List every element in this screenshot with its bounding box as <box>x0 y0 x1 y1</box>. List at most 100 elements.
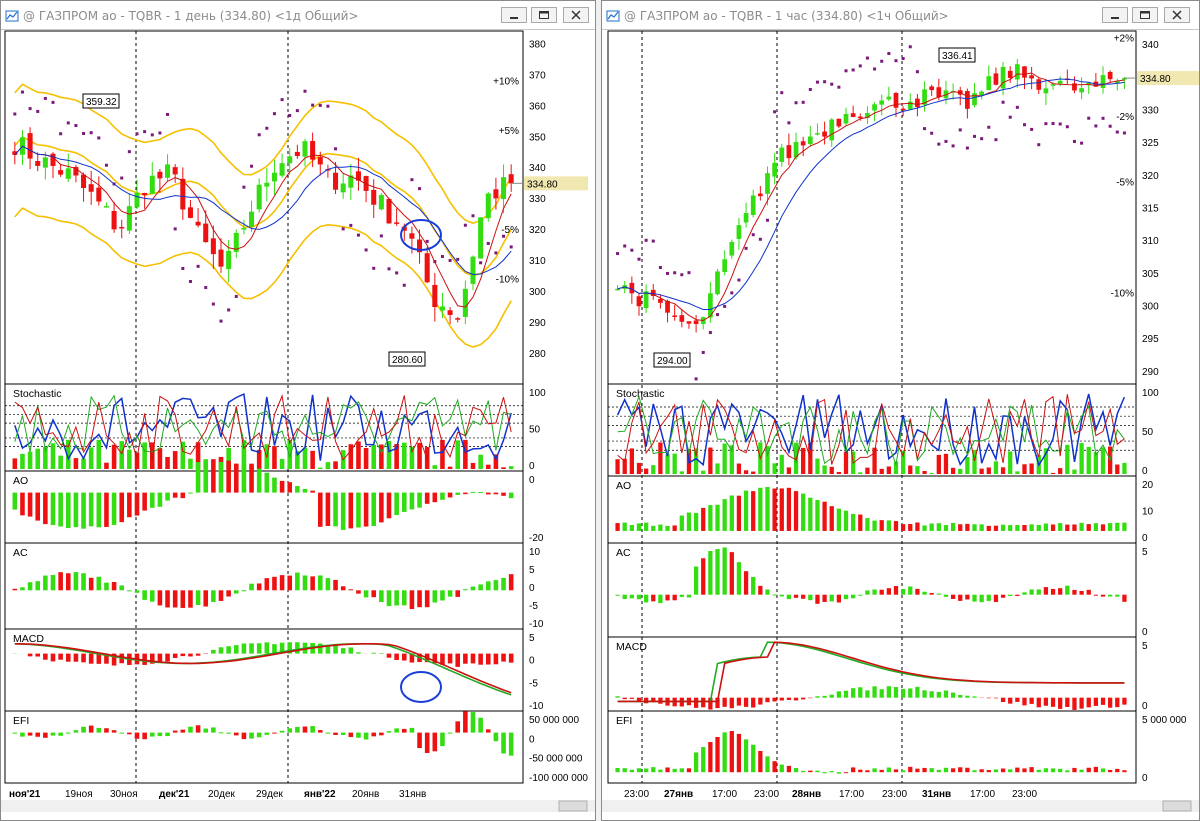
scrollbar-thumb[interactable] <box>558 800 588 812</box>
candle-body <box>822 131 827 137</box>
parabolic-sar-dot <box>303 89 307 93</box>
candle-body <box>187 207 193 218</box>
efi-histogram-bar <box>65 732 71 734</box>
ac-histogram-bar <box>679 594 684 597</box>
indicator-axis-label: 50 <box>1142 427 1154 438</box>
minimize-button[interactable] <box>1102 7 1128 23</box>
macd-histogram-bar <box>722 697 727 707</box>
candle-body <box>915 98 920 108</box>
candle-body <box>35 161 41 166</box>
indicator-axis-label: 100 <box>529 388 546 399</box>
efi-histogram-bar <box>371 732 377 737</box>
stochastic-histogram-bar <box>356 441 361 469</box>
stochastic-histogram-bar <box>295 451 300 469</box>
parabolic-sar-dot <box>395 271 399 275</box>
efi-histogram-bar <box>779 764 784 773</box>
percent-level-label: +2% <box>1114 34 1134 45</box>
close-button[interactable] <box>563 7 589 23</box>
parabolic-sar-dot <box>280 98 284 102</box>
candle-body <box>715 271 720 295</box>
stochastic-histogram-bar <box>993 461 999 474</box>
efi-histogram-bar <box>736 733 742 773</box>
ac-histogram-bar <box>134 590 140 593</box>
stochastic-histogram-bar <box>1093 452 1099 474</box>
efi-histogram-bar <box>379 732 384 736</box>
ac-histogram-bar <box>808 594 813 601</box>
parabolic-sar-dot <box>288 113 292 117</box>
ao-histogram-bar <box>808 497 813 531</box>
indicator-axis-label: -10 <box>529 701 544 712</box>
price-callout-label: 294.00 <box>657 356 688 367</box>
scrollbar-thumb[interactable] <box>1162 800 1192 812</box>
stochastic-histogram-bar <box>180 441 186 469</box>
window-titlebar[interactable]: @ ГАЗПРОМ ао - TQBR - 1 час (334.80) <1ч… <box>602 1 1199 30</box>
ao-histogram-bar <box>96 492 102 528</box>
percent-level-label: -5% <box>1116 177 1134 188</box>
stochastic-histogram-bar <box>88 447 94 469</box>
stochastic-histogram-bar <box>1050 472 1056 474</box>
ac-histogram-bar <box>333 579 338 591</box>
price-badge-bg <box>1137 71 1199 86</box>
ac-histogram-bar <box>12 588 18 591</box>
maximize-button[interactable] <box>531 7 557 23</box>
ao-histogram-bar <box>401 492 407 512</box>
ac-histogram-bar <box>779 594 784 597</box>
stochastic-histogram-bar <box>986 467 991 474</box>
stochastic-histogram-bar <box>615 459 620 474</box>
candle-body <box>264 182 270 187</box>
parabolic-sar-dot <box>887 52 891 56</box>
efi-histogram-bar <box>447 732 453 734</box>
parabolic-sar-dot <box>59 132 63 136</box>
efi-histogram-bar <box>43 732 48 738</box>
window-title: @ ГАЗПРОМ ао - TQBR - 1 час (334.80) <1ч… <box>624 9 949 23</box>
efi-histogram-bar <box>808 770 813 773</box>
stochastic-histogram-bar <box>363 447 369 469</box>
stochastic-histogram-bar <box>447 466 453 469</box>
efi-histogram-bar <box>979 769 984 773</box>
ac-histogram-bar <box>478 584 483 591</box>
daily-chart-window[interactable]: @ ГАЗПРОМ ао - TQBR - 1 день (334.80) <1… <box>0 0 596 821</box>
efi-histogram-bar <box>836 772 842 774</box>
macd-histogram-bar <box>1000 697 1006 703</box>
hourly-chart-area[interactable]: 340335330325320315310305300295290334.80+… <box>602 1 1200 821</box>
candle-body <box>241 228 247 230</box>
stochastic-histogram-bar <box>195 442 201 469</box>
candle-body <box>287 156 293 164</box>
indicator-axis-label: 0 <box>1142 466 1148 477</box>
stochastic-histogram-bar <box>786 467 792 474</box>
minimize-button[interactable] <box>501 7 527 23</box>
efi-histogram-bar <box>35 732 41 737</box>
parabolic-sar-dot <box>801 100 805 104</box>
daily-chart-area[interactable]: 380 370 360 350 340 330 320 310 300 290 280 334.80 +… <box>1 1 596 821</box>
ao-histogram-bar <box>455 492 461 495</box>
candle-body <box>665 300 670 313</box>
efi-histogram-bar <box>394 728 399 733</box>
parabolic-sar-dot <box>616 252 620 256</box>
maximize-button[interactable] <box>1132 7 1158 23</box>
ac-histogram-bar <box>81 573 86 591</box>
close-button[interactable] <box>1164 7 1190 23</box>
macd-histogram-bar <box>256 643 262 654</box>
candle-body <box>772 162 777 177</box>
window-titlebar[interactable]: @ ГАЗПРОМ ао - TQBR - 1 день (334.80) <1… <box>1 1 595 30</box>
efi-histogram-bar <box>672 768 677 773</box>
candle-body <box>233 232 239 252</box>
ao-histogram-bar <box>715 504 720 531</box>
ao-histogram-bar <box>180 492 186 499</box>
candle-body <box>111 211 117 230</box>
candle-body <box>708 293 713 318</box>
hourly-chart-window[interactable]: @ ГАЗПРОМ ао - TQBR - 1 час (334.80) <1ч… <box>601 0 1200 821</box>
ac-histogram-bar <box>786 594 792 600</box>
ac-histogram-bar <box>836 594 842 603</box>
candle-body <box>333 172 339 190</box>
ao-histogram-bar <box>432 492 438 503</box>
macd-histogram-bar <box>772 697 777 702</box>
macd-histogram-bar <box>893 687 899 698</box>
efi-histogram-bar <box>815 770 820 773</box>
ac-histogram-bar <box>35 581 41 591</box>
candle-body <box>729 241 735 256</box>
parabolic-sar-dot <box>448 258 452 262</box>
efi-histogram-bar <box>943 767 949 773</box>
parabolic-sar-dot <box>873 67 877 71</box>
macd-histogram-bar <box>1065 697 1070 708</box>
